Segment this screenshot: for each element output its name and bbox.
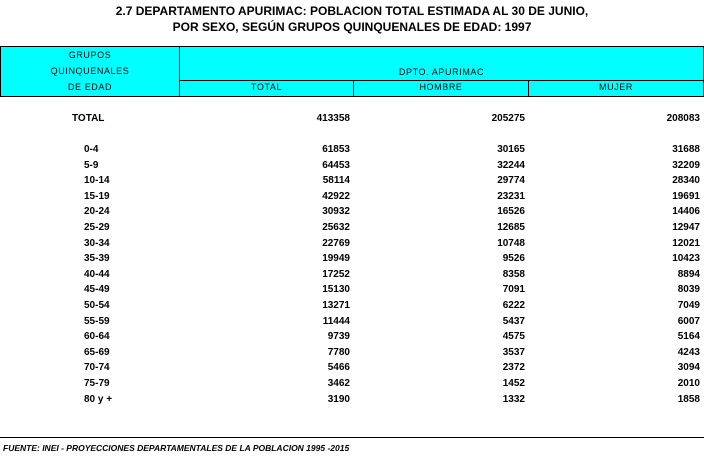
column-header: MUJER bbox=[599, 82, 633, 92]
cell-value: 31688 bbox=[672, 144, 700, 155]
cell-value: 42922 bbox=[322, 190, 350, 202]
cell-value: 19949 bbox=[322, 253, 350, 265]
header-label: GRUPOS bbox=[68, 50, 112, 60]
cell-value: 7049 bbox=[677, 300, 700, 311]
cell-value: 413358 bbox=[316, 113, 350, 124]
row-label: 75-79 bbox=[84, 378, 110, 389]
row-label: 55-59 bbox=[84, 315, 110, 327]
cell-value: 3094 bbox=[677, 362, 700, 374]
cell-value: 58114 bbox=[322, 175, 350, 187]
cell-value: 5164 bbox=[677, 331, 700, 343]
row-label: 10-14 bbox=[84, 175, 110, 187]
cell-value: 1452 bbox=[502, 378, 525, 389]
cell-value: 29774 bbox=[497, 175, 525, 187]
row-label: 50-54 bbox=[84, 300, 110, 311]
cell-value: 12947 bbox=[672, 222, 700, 233]
cell-value: 30932 bbox=[322, 206, 350, 218]
cell-value: 64453 bbox=[322, 159, 350, 171]
row-label: TOTAL bbox=[72, 113, 105, 124]
cell-value: 32209 bbox=[672, 159, 700, 171]
cell-value: 25632 bbox=[322, 222, 350, 233]
row-label: 60-64 bbox=[84, 331, 110, 343]
cell-value: 8039 bbox=[677, 284, 700, 296]
cell-value: 22769 bbox=[322, 237, 350, 249]
cell-value: 14406 bbox=[672, 206, 700, 218]
cell-value: 6007 bbox=[677, 315, 700, 327]
cell-value: 4243 bbox=[677, 346, 700, 358]
cell-value: 61853 bbox=[322, 144, 350, 155]
row-label: 30-34 bbox=[84, 237, 110, 249]
column-header: TOTAL bbox=[250, 82, 283, 92]
cell-value: 8894 bbox=[677, 268, 700, 280]
row-label: 65-69 bbox=[84, 346, 110, 358]
cell-value: 10748 bbox=[497, 237, 525, 249]
cell-value: 32244 bbox=[497, 159, 525, 171]
header-label: DPTO. APURIMAC bbox=[398, 67, 485, 77]
cell-value: 6222 bbox=[502, 300, 525, 311]
cell-value: 5437 bbox=[502, 315, 525, 327]
title-line: 2.7 DEPARTAMENTO APURIMAC: POBLACION TOT… bbox=[115, 4, 589, 18]
cell-value: 3537 bbox=[502, 346, 525, 358]
row-label: 20-24 bbox=[84, 206, 110, 218]
cell-value: 208083 bbox=[666, 113, 700, 124]
header-cell bbox=[179, 46, 704, 81]
header-cell bbox=[0, 46, 180, 97]
cell-value: 16526 bbox=[497, 206, 525, 218]
rule bbox=[0, 437, 704, 438]
cell-value: 7091 bbox=[502, 284, 525, 296]
cell-value: 2372 bbox=[502, 362, 525, 374]
cell-value: 4575 bbox=[502, 331, 525, 343]
cell-value: 12685 bbox=[497, 222, 525, 233]
cell-value: 1858 bbox=[677, 393, 700, 405]
cell-value: 15130 bbox=[322, 284, 350, 296]
cell-value: 9526 bbox=[502, 253, 525, 265]
row-label: 5-9 bbox=[84, 159, 99, 171]
cell-value: 12021 bbox=[672, 237, 700, 249]
cell-value: 2010 bbox=[677, 378, 700, 389]
header-label: DE EDAD bbox=[67, 82, 113, 92]
cell-value: 19691 bbox=[672, 190, 700, 202]
cell-value: 5466 bbox=[327, 362, 350, 374]
cell-value: 28340 bbox=[672, 175, 700, 187]
cell-value: 3462 bbox=[327, 378, 350, 389]
row-label: 45-49 bbox=[84, 284, 110, 296]
row-label: 0-4 bbox=[84, 144, 99, 155]
cell-value: 205275 bbox=[491, 113, 525, 124]
cell-value: 23231 bbox=[497, 190, 525, 202]
column-header: HOMBRE bbox=[419, 82, 463, 92]
cell-value: 3190 bbox=[327, 393, 350, 405]
cell-value: 10423 bbox=[672, 253, 700, 265]
cell-value: 7780 bbox=[327, 346, 350, 358]
source-note: FUENTE: INEI - PROYECCIONES DEPARTAMENTA… bbox=[3, 443, 350, 453]
cell-value: 13271 bbox=[322, 300, 350, 311]
header-label: QUINQUENALES bbox=[50, 66, 130, 76]
cell-value: 8358 bbox=[502, 268, 525, 280]
row-label: 25-29 bbox=[84, 222, 110, 233]
title-line: POR SEXO, SEGÚN GRUPOS QUINQUENALES DE E… bbox=[172, 20, 532, 34]
row-label: 40-44 bbox=[84, 268, 110, 280]
row-label: 35-39 bbox=[84, 253, 110, 265]
cell-value: 17252 bbox=[322, 268, 350, 280]
cell-value: 11444 bbox=[322, 315, 350, 327]
cell-value: 1332 bbox=[502, 393, 525, 405]
cell-value: 9739 bbox=[327, 331, 350, 343]
row-label: 70-74 bbox=[84, 362, 110, 374]
cell-value: 30165 bbox=[497, 144, 525, 155]
row-label: 80 y + bbox=[84, 393, 113, 405]
row-label: 15-19 bbox=[84, 190, 110, 202]
